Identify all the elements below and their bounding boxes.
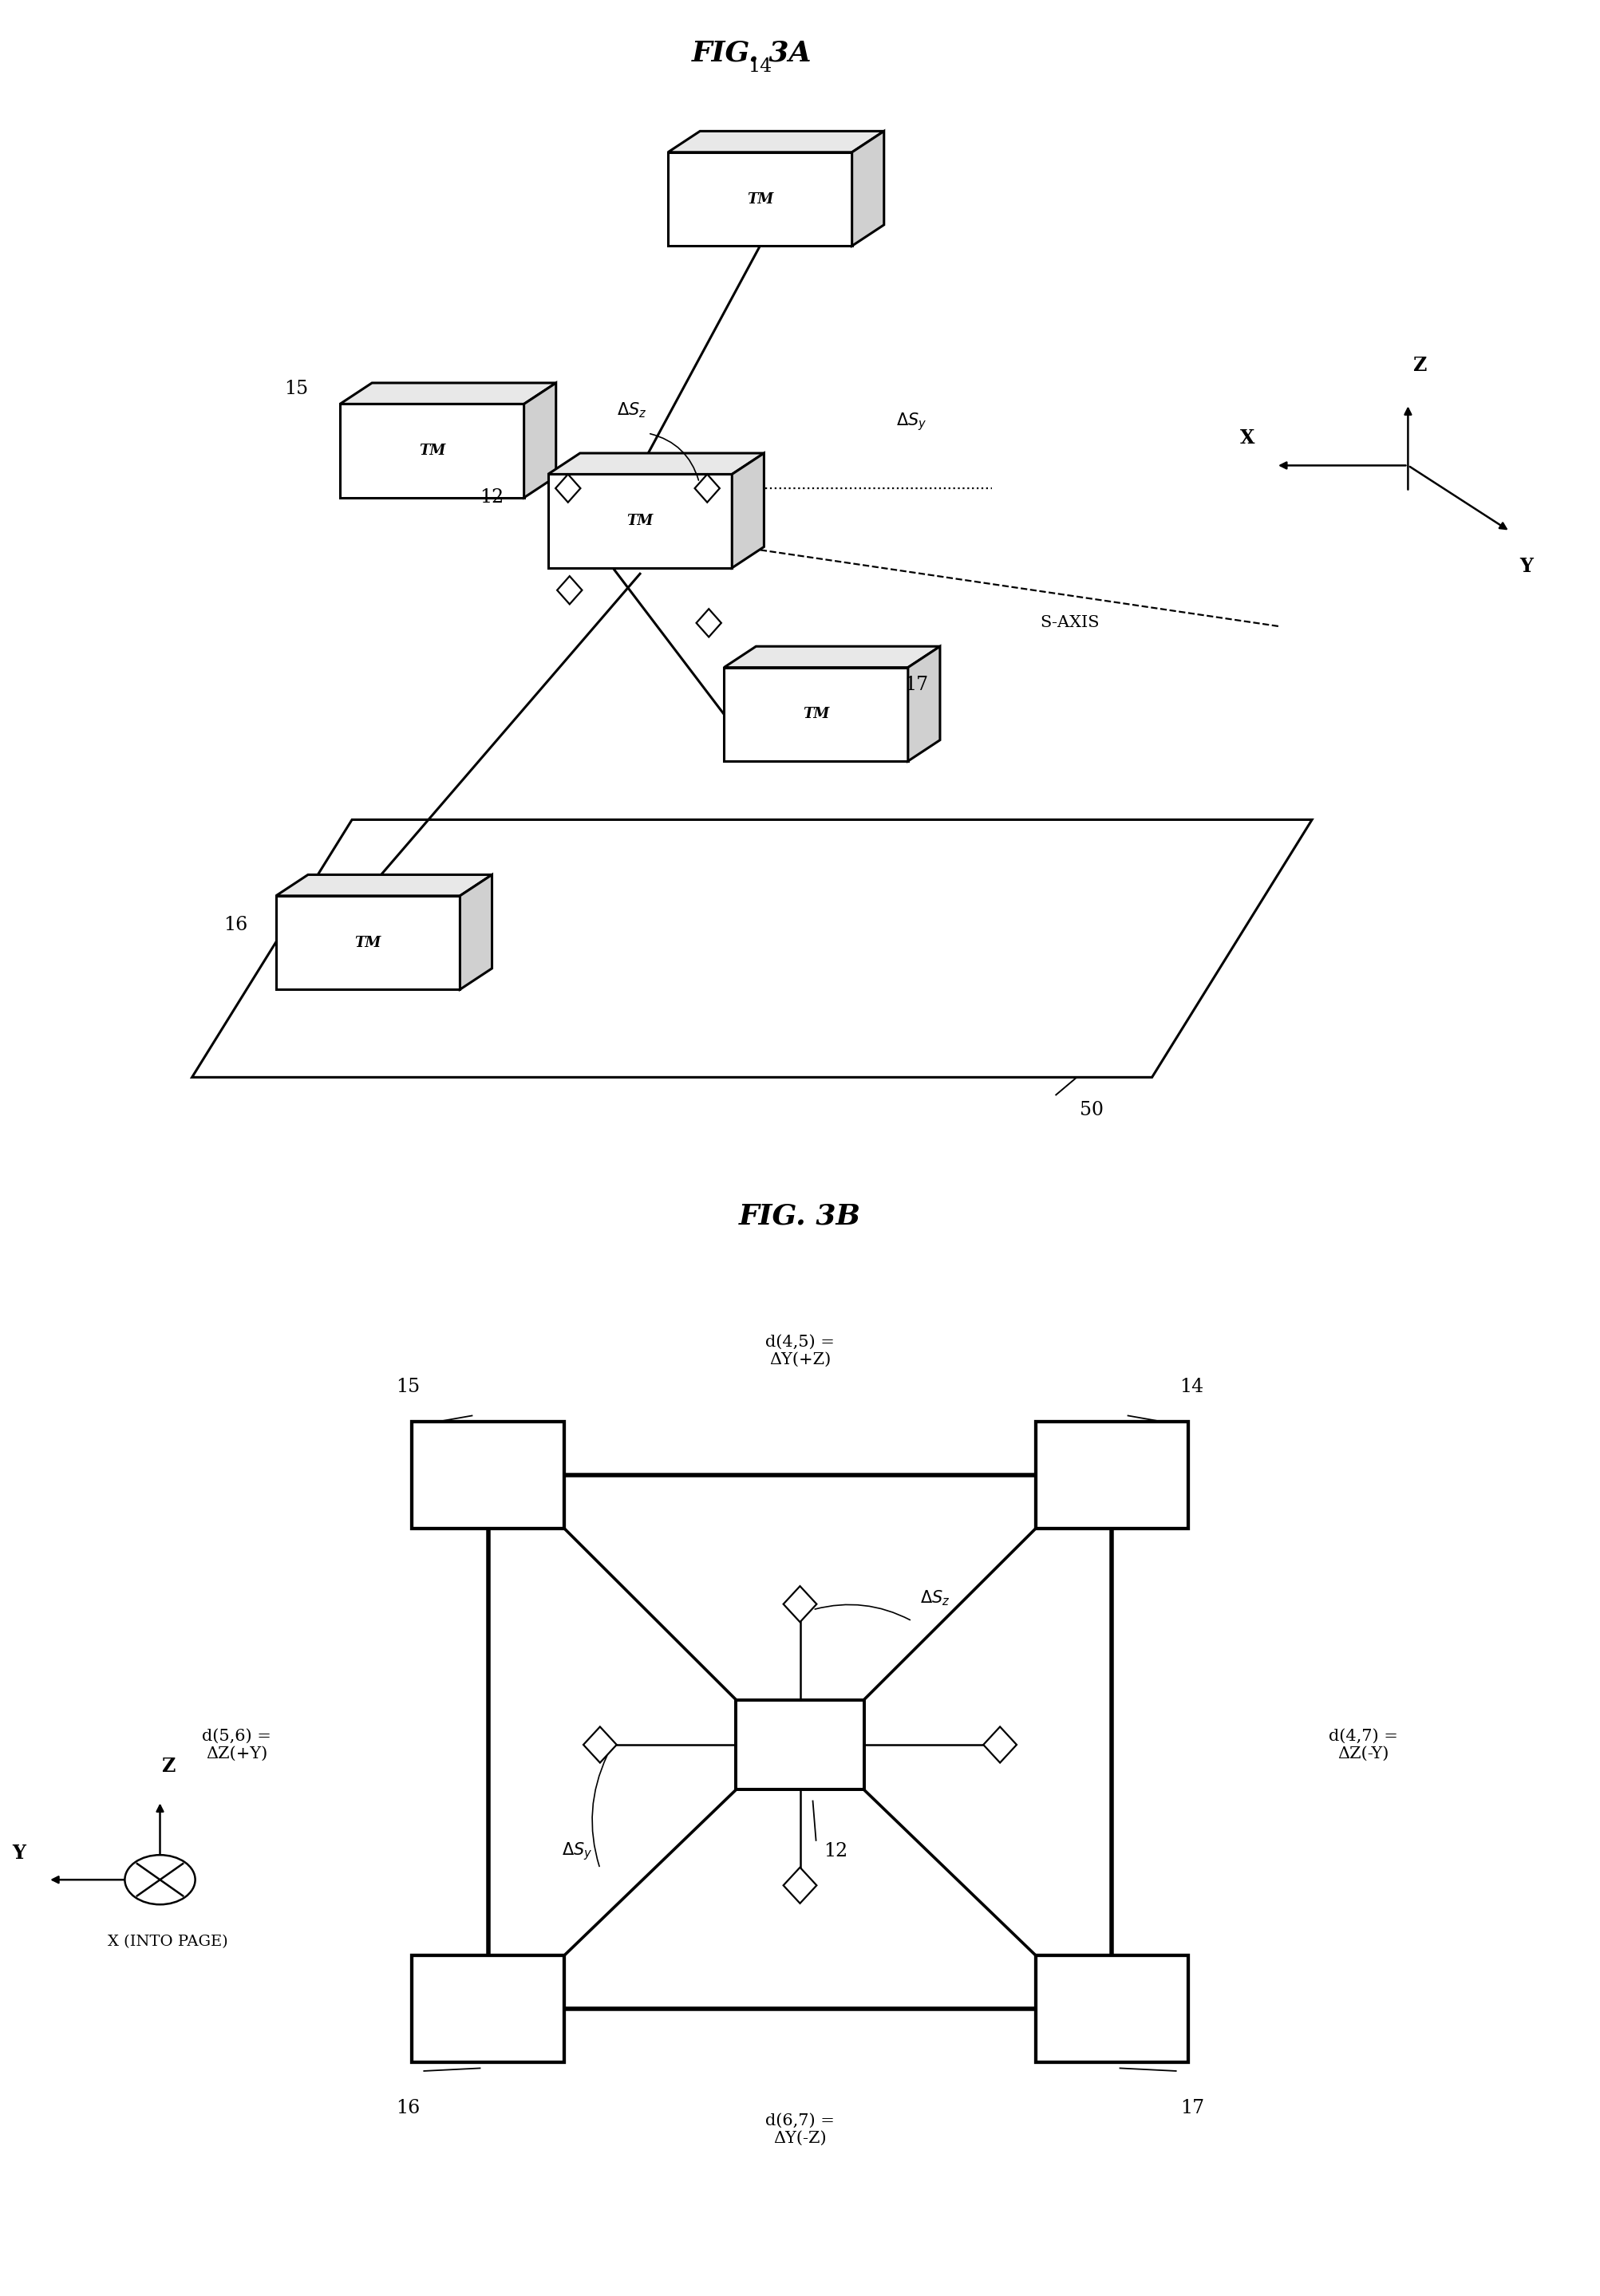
Text: 16: 16	[395, 2099, 421, 2117]
Text: d(4,7) =
ΔZ(-Y): d(4,7) = ΔZ(-Y)	[1328, 1729, 1398, 1761]
Text: 12: 12	[480, 489, 504, 507]
Polygon shape	[851, 131, 883, 246]
Text: $\Delta S_y$: $\Delta S_y$	[562, 1841, 592, 1862]
Text: 14: 14	[1179, 1378, 1205, 1396]
Text: FIG. 3A: FIG. 3A	[691, 39, 813, 67]
Polygon shape	[696, 608, 722, 636]
Polygon shape	[731, 452, 765, 567]
Polygon shape	[669, 131, 883, 152]
Bar	[413, 1421, 563, 1529]
Polygon shape	[984, 1727, 1016, 1763]
Text: TM: TM	[627, 514, 653, 528]
Text: $\Delta S_z$: $\Delta S_z$	[920, 1589, 950, 1607]
Polygon shape	[192, 820, 1312, 1077]
Polygon shape	[547, 452, 765, 475]
Polygon shape	[784, 1587, 816, 1621]
Text: Y: Y	[1520, 558, 1533, 576]
Text: 15: 15	[283, 379, 309, 397]
Text: TM: TM	[747, 193, 773, 207]
Polygon shape	[461, 875, 493, 990]
Text: X: X	[1240, 429, 1254, 448]
Text: 12: 12	[824, 1841, 848, 1860]
Bar	[1037, 1956, 1187, 2062]
Bar	[736, 1699, 864, 1791]
Polygon shape	[784, 1867, 816, 1903]
Polygon shape	[525, 383, 557, 498]
Text: $\Delta S_z$: $\Delta S_z$	[618, 400, 646, 420]
Polygon shape	[547, 475, 731, 567]
Text: 15: 15	[395, 1378, 421, 1396]
Text: Y: Y	[13, 1844, 26, 1862]
Text: 50: 50	[1080, 1100, 1104, 1118]
Polygon shape	[341, 383, 557, 404]
Text: Z: Z	[1413, 356, 1426, 374]
Polygon shape	[669, 152, 851, 246]
Text: TM: TM	[419, 443, 445, 457]
Circle shape	[125, 1855, 195, 1903]
Polygon shape	[909, 647, 939, 760]
Polygon shape	[723, 668, 909, 760]
Text: d(4,5) =
ΔY(+Z): d(4,5) = ΔY(+Z)	[765, 1334, 835, 1368]
Polygon shape	[557, 576, 582, 604]
Text: d(5,6) =
ΔZ(+Y): d(5,6) = ΔZ(+Y)	[202, 1729, 272, 1761]
Text: 17: 17	[904, 675, 928, 693]
Text: 16: 16	[224, 916, 248, 934]
Polygon shape	[584, 1727, 616, 1763]
Text: X (INTO PAGE): X (INTO PAGE)	[107, 1936, 229, 1949]
Text: FIG. 3B: FIG. 3B	[739, 1203, 861, 1231]
Text: TM: TM	[803, 707, 829, 721]
Text: 17: 17	[1179, 2099, 1205, 2117]
Polygon shape	[275, 895, 461, 990]
Text: d(6,7) =
ΔY(-Z): d(6,7) = ΔY(-Z)	[765, 2112, 835, 2147]
Text: TM: TM	[355, 934, 381, 951]
Bar	[1037, 1421, 1187, 1529]
Polygon shape	[723, 647, 939, 668]
Text: Z: Z	[162, 1756, 174, 1777]
Polygon shape	[555, 475, 581, 503]
Polygon shape	[694, 475, 720, 503]
Text: 14: 14	[747, 57, 773, 76]
Polygon shape	[275, 875, 493, 895]
Text: S-AXIS: S-AXIS	[1040, 615, 1099, 631]
Polygon shape	[341, 404, 525, 498]
Text: $\Delta S_y$: $\Delta S_y$	[896, 411, 926, 432]
Bar	[413, 1956, 563, 2062]
